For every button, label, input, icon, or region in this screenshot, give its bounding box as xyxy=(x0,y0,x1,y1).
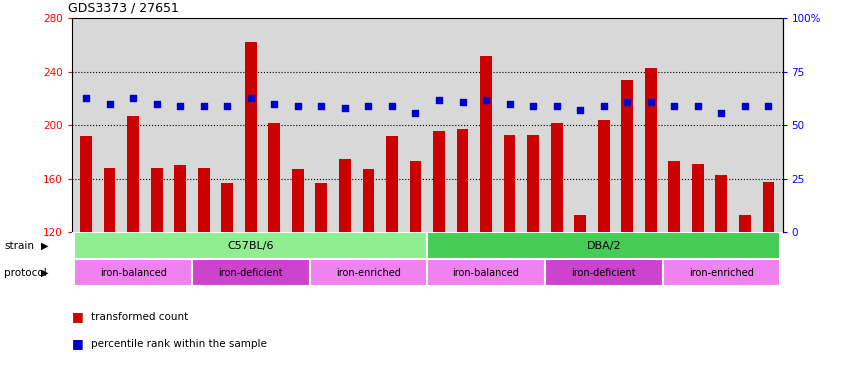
Point xyxy=(197,103,211,109)
Point xyxy=(456,99,470,105)
Text: iron-deficient: iron-deficient xyxy=(571,268,636,278)
Bar xyxy=(386,136,398,232)
Text: iron-deficient: iron-deficient xyxy=(218,268,283,278)
Bar xyxy=(292,169,304,232)
Point xyxy=(715,109,728,116)
Bar xyxy=(645,68,656,232)
Bar xyxy=(527,135,539,232)
Bar xyxy=(621,80,633,232)
Bar xyxy=(692,164,704,232)
Point xyxy=(244,94,257,101)
Text: ■: ■ xyxy=(72,310,84,323)
Text: GDS3373 / 27651: GDS3373 / 27651 xyxy=(68,2,179,15)
Point xyxy=(338,105,352,111)
Point xyxy=(173,103,187,109)
Point xyxy=(480,97,493,103)
Point xyxy=(691,103,705,109)
Point xyxy=(126,94,140,101)
Bar xyxy=(127,116,139,232)
Bar xyxy=(74,232,427,259)
Bar xyxy=(409,161,421,232)
Point xyxy=(221,103,234,109)
Bar xyxy=(363,169,374,232)
Bar xyxy=(244,43,256,232)
Point xyxy=(738,103,751,109)
Text: iron-enriched: iron-enriched xyxy=(689,268,754,278)
Text: protocol: protocol xyxy=(4,268,47,278)
Point xyxy=(597,103,611,109)
Point xyxy=(761,103,775,109)
Point xyxy=(526,103,540,109)
Bar xyxy=(427,232,780,259)
Bar xyxy=(598,120,610,232)
Bar xyxy=(762,182,774,232)
Point xyxy=(80,94,93,101)
Point xyxy=(150,101,163,107)
Bar xyxy=(427,259,545,286)
Bar xyxy=(310,259,427,286)
Point xyxy=(503,101,516,107)
Bar xyxy=(433,131,445,232)
Bar xyxy=(174,166,186,232)
Point xyxy=(361,103,375,109)
Point xyxy=(574,108,587,114)
Point xyxy=(267,101,281,107)
Bar xyxy=(716,175,728,232)
Text: ■: ■ xyxy=(72,337,84,350)
Text: strain: strain xyxy=(4,241,34,251)
Point xyxy=(620,99,634,105)
Text: iron-balanced: iron-balanced xyxy=(453,268,519,278)
Point xyxy=(291,103,305,109)
Bar xyxy=(151,168,162,232)
Point xyxy=(103,101,117,107)
Text: ▶: ▶ xyxy=(41,268,48,278)
Bar xyxy=(574,215,586,232)
Bar xyxy=(198,168,210,232)
Text: iron-enriched: iron-enriched xyxy=(336,268,401,278)
Bar xyxy=(80,136,92,232)
Point xyxy=(667,103,681,109)
Bar xyxy=(545,259,662,286)
Bar xyxy=(457,129,469,232)
Text: transformed count: transformed count xyxy=(91,312,188,322)
Point xyxy=(385,103,398,109)
Bar xyxy=(104,168,115,232)
Bar xyxy=(481,56,492,232)
Bar xyxy=(316,183,327,232)
Point xyxy=(550,103,563,109)
Point xyxy=(315,103,328,109)
Bar xyxy=(551,123,563,232)
Bar xyxy=(192,259,310,286)
Text: C57BL/6: C57BL/6 xyxy=(228,241,274,251)
Bar xyxy=(503,135,515,232)
Bar xyxy=(268,123,280,232)
Bar xyxy=(739,215,750,232)
Text: iron-balanced: iron-balanced xyxy=(100,268,167,278)
Point xyxy=(409,109,422,116)
Bar xyxy=(339,159,351,232)
Point xyxy=(644,99,657,105)
Text: ▶: ▶ xyxy=(41,241,48,251)
Bar xyxy=(668,161,680,232)
Bar xyxy=(74,259,192,286)
Bar xyxy=(662,259,780,286)
Point xyxy=(432,97,446,103)
Text: DBA/2: DBA/2 xyxy=(586,241,621,251)
Bar xyxy=(222,183,233,232)
Text: percentile rank within the sample: percentile rank within the sample xyxy=(91,339,266,349)
